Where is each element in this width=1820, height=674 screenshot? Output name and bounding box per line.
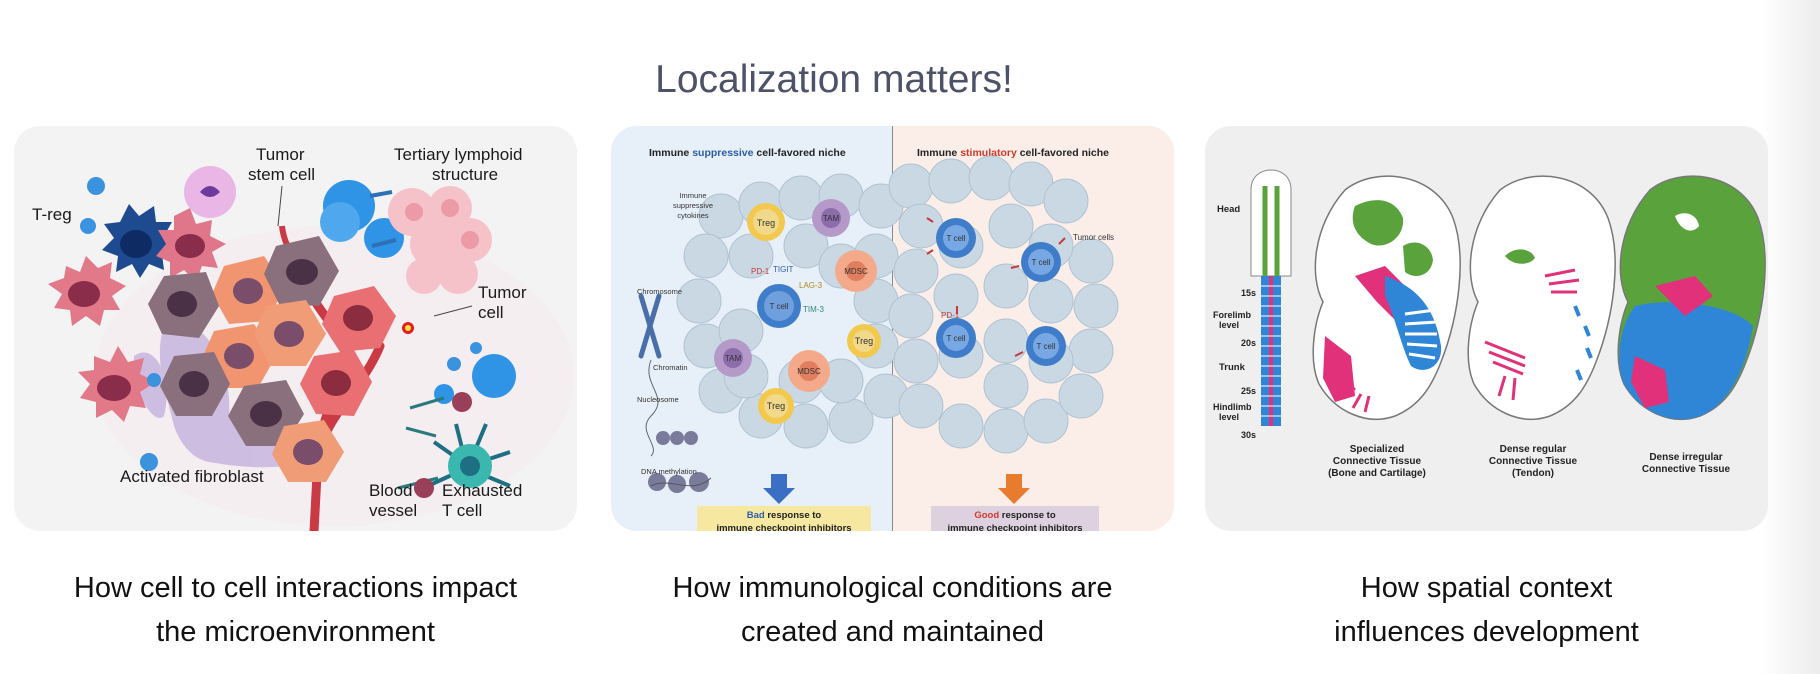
label-exhausted-t-cell-line1: Exhausted bbox=[442, 481, 522, 500]
good-response-line2: immune checkpoint inhibitors bbox=[947, 523, 1082, 531]
label-blood-vessel-line2: vessel bbox=[369, 501, 417, 520]
macrophage-cells bbox=[48, 208, 226, 422]
label-emb3-line1: Dense irregular bbox=[1649, 452, 1722, 463]
label-tumor-cell-line1: Tumor bbox=[478, 283, 527, 302]
label-hindlimb-2: level bbox=[1219, 412, 1239, 422]
label-20s: 20s bbox=[1241, 338, 1256, 348]
caption-line-1: How cell to cell interactions impact bbox=[73, 572, 518, 604]
embryo-irregular bbox=[1617, 175, 1766, 420]
tumor-cells bbox=[148, 236, 414, 482]
immune-niche-illustration: Immune suppressive cell-favored niche Im… bbox=[611, 126, 1174, 531]
label-tumor-cell-line2: cell bbox=[478, 303, 504, 322]
label-exhausted-t-cell-line2: T cell bbox=[442, 501, 482, 520]
label-head: Head bbox=[1217, 204, 1240, 215]
label-15s: 15s bbox=[1241, 288, 1256, 298]
label-cytokines-1: Immune bbox=[679, 191, 706, 200]
label-mdsc-1: MDSC bbox=[844, 267, 868, 276]
label-emb1-line2: Connective Tissue bbox=[1333, 456, 1422, 467]
chromosome-graphic bbox=[638, 293, 662, 359]
label-pd1-right: PD-1 bbox=[941, 311, 960, 320]
label-forelimb-2: level bbox=[1219, 320, 1239, 330]
caption-line-2: the microenvironment bbox=[156, 616, 435, 648]
label-nucleosome: Nucleosome bbox=[637, 395, 679, 404]
caption-line-1: How immunological conditions are bbox=[672, 572, 1113, 604]
label-tertiary-lymphoid-line2: structure bbox=[432, 165, 498, 184]
label-activated-fibroblast: Activated fibroblast bbox=[120, 467, 264, 486]
embryo-bone-cartilage bbox=[1312, 175, 1461, 420]
label-emb1-line3: (Bone and Cartilage) bbox=[1328, 468, 1426, 479]
caption-line-2: influences development bbox=[1334, 616, 1639, 648]
label-forelimb-1: Forelimb bbox=[1213, 310, 1252, 320]
label-treg-1: Treg bbox=[757, 218, 775, 228]
tumor-cell-cluster bbox=[676, 155, 1119, 454]
label-emb2-line3: (Tendon) bbox=[1512, 468, 1554, 479]
label-cytokines-2: suppressive bbox=[673, 201, 713, 210]
label-emb1-line1: Specialized bbox=[1350, 444, 1404, 455]
label-chromosome: Chromosome bbox=[637, 287, 682, 296]
nucleosome-graphic bbox=[648, 431, 709, 493]
label-emb2-line1: Dense regular bbox=[1500, 444, 1567, 455]
label-mdsc-2: MDSC bbox=[797, 367, 821, 376]
t-cell-suppressed bbox=[757, 284, 801, 328]
label-tigit: TIGIT bbox=[773, 265, 794, 274]
label-emb2-line2: Connective Tissue bbox=[1489, 456, 1578, 467]
label-tim3: TIM-3 bbox=[803, 305, 824, 314]
tumor-microenvironment-illustration: T-reg Tumor stem cell Tertiary lymphoid … bbox=[14, 126, 577, 531]
right-edge-shade bbox=[1760, 0, 1820, 674]
label-chromatin: Chromatin bbox=[653, 363, 688, 372]
label-t-cell-r4: T cell bbox=[1037, 342, 1056, 351]
label-treg-3: Treg bbox=[767, 401, 785, 411]
heading-suppressive-niche: Immune suppressive cell-favored niche bbox=[649, 147, 846, 159]
label-tam-2: TAM bbox=[725, 354, 742, 363]
label-t-cell-r3: T cell bbox=[947, 334, 966, 343]
embryo-development-illustration: Head 15s Forelimb level 20s Trunk 25s Hi… bbox=[1205, 126, 1768, 531]
exhausted-t-cell bbox=[397, 392, 511, 498]
label-t-reg: T-reg bbox=[32, 205, 72, 224]
tertiary-lymphoid-structure bbox=[388, 186, 492, 294]
label-25s: 25s bbox=[1241, 386, 1256, 396]
label-treg-2: Treg bbox=[855, 336, 873, 346]
arrow-down-right-icon bbox=[998, 474, 1030, 504]
label-dna-methylation: DNA methylation bbox=[641, 467, 697, 476]
label-tumor-cells: Tumor cells bbox=[1073, 233, 1114, 242]
bad-response-line1: Bad response to bbox=[747, 510, 822, 521]
slide-title: Localization matters! bbox=[655, 58, 1013, 101]
label-trunk: Trunk bbox=[1219, 362, 1246, 373]
embryo-tendon bbox=[1467, 175, 1616, 420]
somite-column bbox=[1250, 169, 1292, 426]
label-hindlimb-1: Hindlimb bbox=[1213, 402, 1252, 412]
label-t-cell-left: T cell bbox=[770, 302, 789, 311]
mdsc-cells bbox=[788, 250, 877, 392]
label-tumor-stem-cell-line2: stem cell bbox=[248, 165, 315, 184]
caption-cell-interactions: How cell to cell interactions impact the… bbox=[14, 566, 577, 654]
label-pd1-left: PD-1 bbox=[751, 267, 770, 276]
label-cytokines-3: cytokines bbox=[677, 211, 709, 220]
label-30s: 30s bbox=[1241, 430, 1256, 440]
caption-spatial-context: How spatial context influences developme… bbox=[1205, 566, 1768, 654]
label-tam-1: TAM bbox=[823, 214, 840, 223]
label-t-cell-r1: T cell bbox=[947, 234, 966, 243]
good-response-line1: Good response to bbox=[974, 510, 1055, 521]
label-tertiary-lymphoid-line1: Tertiary lymphoid bbox=[394, 145, 523, 164]
bad-response-line2: immune checkpoint inhibitors bbox=[716, 523, 851, 531]
caption-line-2: created and maintained bbox=[740, 616, 1045, 648]
arrow-down-left-icon bbox=[763, 474, 795, 504]
treg-cells bbox=[747, 203, 881, 424]
label-t-cell-r2: T cell bbox=[1032, 258, 1051, 267]
label-blood-vessel-line1: Blood bbox=[369, 481, 412, 500]
label-emb3-line2: Connective Tissue bbox=[1642, 464, 1731, 475]
t-cells bbox=[80, 177, 516, 471]
label-lag3: LAG-3 bbox=[799, 281, 823, 290]
tam-cells bbox=[714, 199, 850, 377]
heading-stimulatory-niche: Immune stimulatory cell-favored niche bbox=[917, 147, 1109, 159]
caption-immunological-conditions: How immunological conditions are created… bbox=[611, 566, 1174, 654]
treg-cell bbox=[102, 204, 176, 278]
label-tumor-stem-cell-line1: Tumor bbox=[256, 145, 305, 164]
caption-line-1: How spatial context bbox=[1360, 572, 1613, 604]
